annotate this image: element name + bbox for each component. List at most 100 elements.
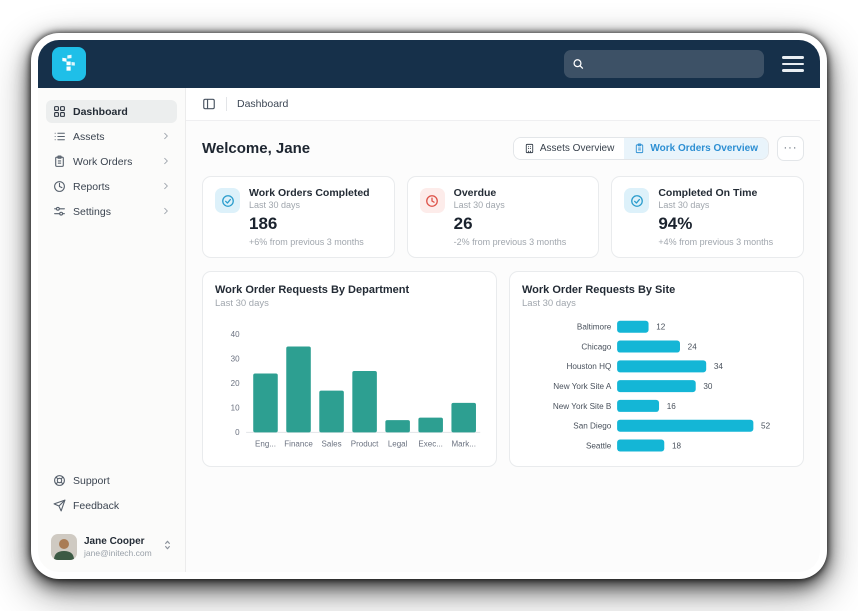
svg-text:Chicago: Chicago [581, 342, 611, 351]
sliders-icon [54, 206, 65, 216]
stat-footnote: +6% from previous 3 months [249, 237, 364, 247]
stat-card-completed: Work Orders Completed Last 30 days 186 +… [202, 176, 395, 258]
svg-text:20: 20 [231, 379, 240, 388]
department-chart-card: Work Order Requests By Department Last 3… [202, 271, 497, 467]
sidebar: Dashboard Assets [38, 88, 186, 572]
clock-icon [419, 188, 445, 213]
avatar [51, 534, 77, 560]
stat-value: 26 [453, 214, 473, 233]
search-icon [573, 59, 584, 69]
sidebar-item-feedback[interactable]: Feedback [46, 494, 177, 517]
stat-value: 94% [658, 214, 693, 233]
sidebar-item-label: Support [73, 474, 110, 487]
svg-text:Houston HQ: Houston HQ [566, 362, 611, 371]
stat-subtitle: Last 30 days [249, 200, 301, 210]
svg-text:10: 10 [231, 404, 240, 413]
chart-cards: Work Order Requests By Department Last 3… [202, 271, 804, 467]
sidebar-item-label: Dashboard [73, 105, 128, 118]
cube-logo-icon [62, 54, 75, 71]
grid-icon [54, 106, 65, 117]
dashboard-content: Welcome, Jane A [186, 121, 820, 572]
check-circle-icon [215, 188, 240, 213]
check-circle-icon [624, 188, 650, 213]
stat-card-on-time: Completed On Time Last 30 days 94% +4% f… [611, 176, 804, 258]
svg-text:30: 30 [231, 355, 240, 364]
clipboard-icon [636, 143, 644, 154]
svg-text:24: 24 [688, 342, 698, 351]
breadcrumb-divider [226, 97, 227, 111]
stat-footnote: -2% from previous 3 months [453, 237, 567, 247]
sidebar-item-reports[interactable]: Reports [46, 175, 177, 198]
stat-title: Completed On Time [658, 187, 758, 199]
profile-email: jane@initech.com [84, 547, 152, 558]
sidebar-item-label: Settings [73, 205, 111, 218]
svg-text:34: 34 [714, 362, 724, 371]
svg-text:Baltimore: Baltimore [577, 323, 612, 332]
svg-text:Sales: Sales [322, 440, 342, 449]
svg-text:12: 12 [656, 323, 666, 332]
sidebar-item-dashboard[interactable]: Dashboard [46, 100, 177, 123]
stat-cards: Work Orders Completed Last 30 days 186 +… [202, 176, 804, 258]
sidebar-item-label: Reports [73, 180, 110, 193]
overview-toggle-group: Assets Overview Work Orders Overview [512, 137, 769, 160]
stat-subtitle: Last 30 days [453, 200, 505, 210]
user-profile-menu[interactable]: Jane Cooper jane@initech.com [46, 527, 177, 562]
chart-subtitle: Last 30 days [522, 298, 576, 309]
list-icon [54, 132, 65, 141]
work-orders-overview-button[interactable]: Work Orders Overview [624, 138, 768, 159]
sidebar-item-label: Work Orders [73, 155, 133, 168]
svg-text:Eng...: Eng... [255, 440, 276, 449]
chart-title: Work Order Requests By Department [215, 284, 410, 296]
page-title: Welcome, Jane [202, 140, 311, 157]
reports-icon [54, 181, 65, 192]
assets-overview-button[interactable]: Assets Overview [513, 138, 625, 159]
svg-text:San Diego: San Diego [573, 422, 612, 431]
send-icon [53, 499, 66, 512]
site-chart-card: Work Order Requests By Site Last 30 days… [509, 271, 804, 467]
sidebar-item-settings[interactable]: Settings [46, 200, 177, 223]
svg-text:New York Site B: New York Site B [553, 402, 612, 411]
stat-value: 186 [249, 214, 278, 233]
panel-left-icon[interactable] [202, 97, 216, 111]
chart-subtitle: Last 30 days [215, 298, 269, 309]
unfold-icon [163, 538, 172, 556]
clipboard-icon [55, 155, 64, 167]
chevron-right-icon [162, 131, 170, 143]
svg-text:Mark...: Mark... [451, 440, 476, 449]
svg-text:18: 18 [672, 441, 682, 450]
chevron-right-icon [162, 181, 170, 193]
top-navbar [38, 40, 820, 88]
main-area: Dashboard Welcome, Jane [186, 88, 820, 572]
svg-text:16: 16 [667, 402, 677, 411]
chevron-right-icon [162, 156, 170, 168]
sidebar-item-label: Assets [73, 130, 105, 143]
svg-text:40: 40 [231, 330, 240, 339]
svg-text:52: 52 [761, 422, 771, 431]
app-logo[interactable] [52, 47, 86, 81]
more-options-button[interactable]: ··· [777, 136, 804, 161]
svg-text:Seattle: Seattle [586, 441, 612, 450]
sidebar-item-assets[interactable]: Assets [46, 125, 177, 148]
svg-text:Product: Product [351, 440, 379, 449]
sidebar-item-label: Feedback [73, 499, 120, 512]
site-bar-chart: Baltimore 12 Chicago 24 Houston HQ 34 New York… [553, 320, 771, 452]
profile-name: Jane Cooper [84, 535, 145, 547]
svg-text:Exec...: Exec... [418, 440, 443, 449]
search-input[interactable] [590, 58, 756, 70]
lifebuoy-icon [54, 475, 65, 486]
stat-subtitle: Last 30 days [658, 200, 710, 210]
search-bar[interactable] [564, 50, 764, 78]
sidebar-item-support[interactable]: Support [46, 469, 177, 492]
breadcrumb: Dashboard [186, 88, 820, 121]
department-bar-chart: 0 10 20 30 40 Eng... Finance Sales Product Legal E… [231, 330, 481, 449]
svg-text:Finance: Finance [284, 440, 313, 449]
stat-title: Work Orders Completed [249, 187, 370, 199]
svg-text:0: 0 [235, 428, 240, 437]
sidebar-item-work-orders[interactable]: Work Orders [46, 150, 177, 173]
stat-footnote: +4% from previous 3 months [658, 237, 774, 247]
stat-title: Overdue [453, 187, 497, 199]
chart-title: Work Order Requests By Site [522, 284, 676, 296]
chevron-right-icon [162, 206, 170, 218]
menu-icon[interactable] [782, 56, 804, 72]
app-window: Dashboard Assets [31, 33, 827, 579]
